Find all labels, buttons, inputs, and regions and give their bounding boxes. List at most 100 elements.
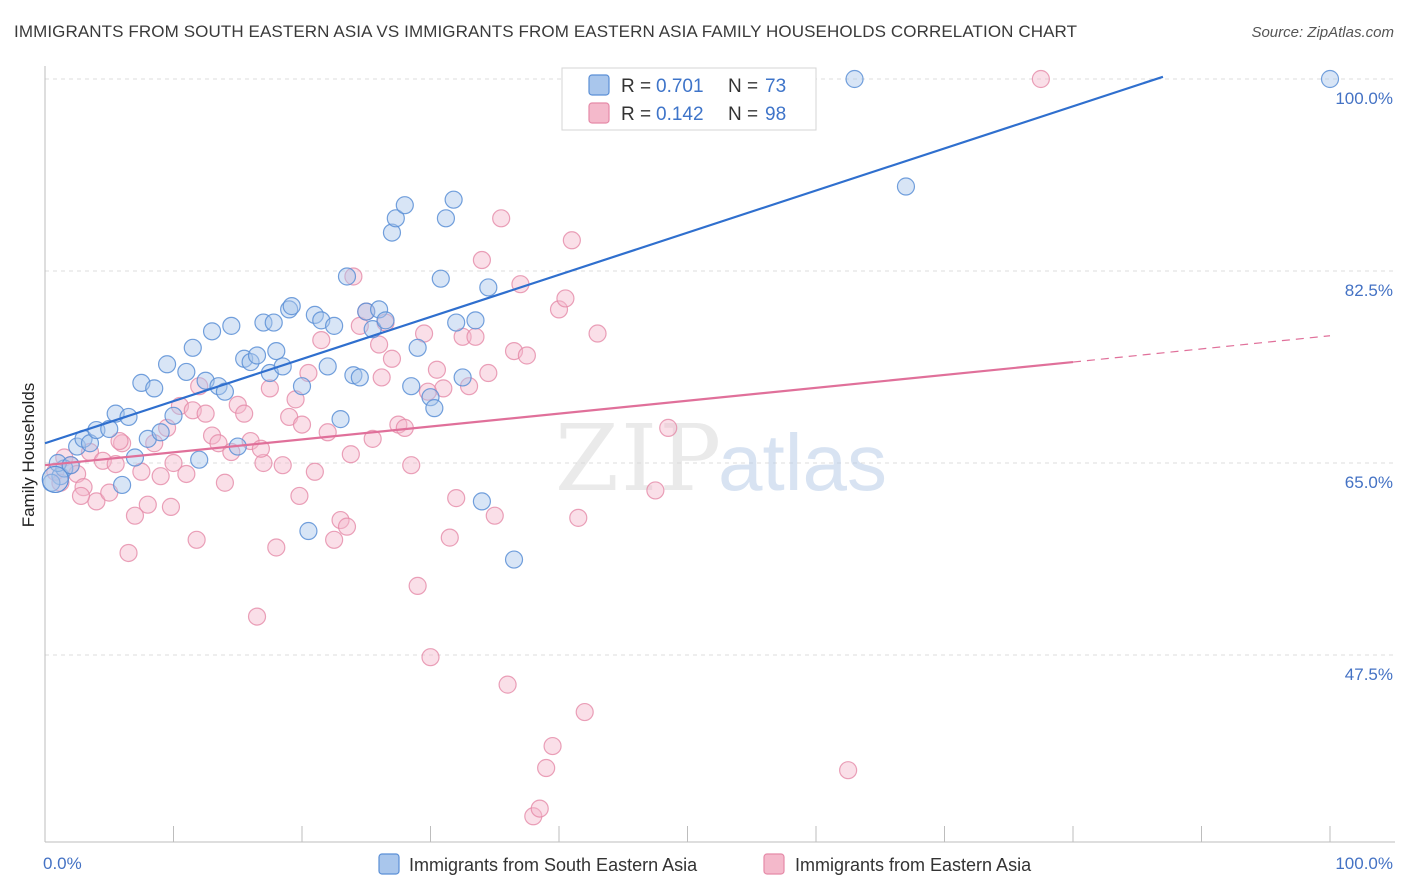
point-eastern-asia-39: [292, 415, 312, 434]
trend-lines: [44, 75, 1331, 467]
point-south-eastern-asia-19: [177, 362, 196, 382]
point-south-eastern-asia-57: [421, 388, 440, 407]
point-south-eastern-asia-52: [382, 223, 402, 242]
point-eastern-asia-13: [125, 506, 145, 525]
point-eastern-asia-67: [472, 250, 491, 270]
point-south-eastern-asia-15: [145, 379, 164, 398]
point-eastern-asia-90: [110, 431, 129, 451]
point-eastern-asia-94: [187, 530, 206, 549]
point-eastern-asia-10: [106, 454, 125, 474]
watermark: ZIP atlas: [555, 405, 887, 512]
point-eastern-asia-89: [71, 486, 91, 506]
point-eastern-asia-71: [498, 675, 517, 694]
y-tick-label-3: 100.0%: [1335, 89, 1393, 108]
point-south-eastern-asia-33: [264, 313, 283, 332]
y-axis-title: Family Households: [19, 383, 38, 528]
bottom-legend: Immigrants from South Eastern Asia Immig…: [378, 853, 1032, 875]
point-eastern-asia-12: [119, 543, 138, 563]
source-label: Source: ZipAtlas.com: [1251, 24, 1394, 41]
point-south-eastern-asia-63: [453, 368, 472, 387]
point-south-eastern-asia-cluster: [41, 465, 69, 494]
point-eastern-asia-50: [363, 429, 382, 448]
point-south-eastern-asia-65: [472, 492, 491, 511]
point-south-eastern-asia-23: [202, 322, 222, 341]
point-eastern-asia-47: [344, 267, 363, 286]
point-eastern-asia-42: [312, 331, 331, 350]
point-eastern-asia-61: [434, 379, 453, 398]
point-eastern-asia-60: [427, 360, 447, 379]
point-eastern-asia-81: [562, 231, 581, 250]
legend-r-value-1: 0.701: [656, 76, 704, 97]
point-eastern-asia-79: [549, 300, 569, 319]
point-eastern-asia-57: [408, 576, 427, 595]
legend-n-label-2: N =: [728, 104, 758, 125]
point-south-eastern-asia-38: [292, 377, 312, 396]
point-eastern-asia-96: [341, 445, 360, 464]
legend-r-label-1: R =: [621, 76, 651, 97]
legend-r-label-2: R =: [621, 104, 651, 125]
point-south-eastern-asia-54: [395, 196, 414, 215]
point-south-eastern-asia-20: [183, 338, 202, 357]
x-tick-label-0: 0.0%: [43, 854, 82, 873]
bottom-legend-swatch-blue: [378, 853, 400, 875]
point-eastern-asia-30: [235, 404, 254, 423]
point-south-eastern-asia-42: [318, 357, 337, 376]
axes: [44, 66, 1395, 843]
point-south-eastern-asia-29: [241, 352, 260, 372]
point-south-eastern-asia-69: [845, 69, 864, 89]
y-tick-label-2: 82.5%: [1345, 281, 1393, 300]
point-eastern-asia-70: [492, 209, 511, 228]
chart-title: IMMIGRANTS FROM SOUTH EASTERN ASIA VS IM…: [14, 22, 1078, 41]
point-south-eastern-asia-66: [479, 278, 498, 297]
point-eastern-asia-82: [569, 508, 588, 527]
point-eastern-asia-11: [112, 434, 132, 453]
point-eastern-asia-24: [196, 404, 215, 423]
point-eastern-asia-35: [267, 538, 286, 557]
point-eastern-asia-68: [479, 363, 498, 383]
point-south-eastern-asia-71: [1320, 69, 1340, 89]
point-south-eastern-asia-64: [466, 311, 485, 330]
point-south-eastern-asia-58: [425, 399, 444, 418]
point-south-eastern-asia-50: [370, 300, 389, 319]
point-eastern-asia-51: [370, 335, 389, 354]
point-south-eastern-asia-44: [331, 410, 350, 429]
point-eastern-asia-87: [839, 761, 858, 780]
watermark-atlas: atlas: [718, 418, 887, 507]
trendline-eastern-asia: [44, 360, 1074, 467]
point-eastern-asia-85: [646, 481, 665, 500]
point-south-eastern-asia-67: [504, 550, 524, 569]
point-south-eastern-asia-59: [431, 269, 450, 288]
point-south-eastern-asia-62: [447, 313, 466, 332]
point-eastern-asia-77: [537, 758, 556, 778]
point-eastern-asia-91: [161, 497, 181, 516]
legend-swatch-pink: [588, 102, 610, 124]
point-south-eastern-asia-17: [157, 355, 177, 374]
point-eastern-asia-15: [138, 495, 157, 514]
point-south-eastern-asia-61: [444, 190, 463, 209]
point-eastern-asia-80: [556, 289, 575, 308]
point-eastern-asia-76: [530, 799, 549, 818]
legend-n-label-1: N =: [728, 76, 758, 97]
point-south-eastern-asia-10: [112, 475, 132, 495]
point-eastern-asia-59: [421, 648, 440, 667]
point-eastern-asia-53: [382, 349, 402, 368]
top-legend: R = 0.701 N = 73 R = 0.142 N = 98: [561, 67, 817, 131]
point-eastern-asia-36: [273, 456, 292, 475]
point-eastern-asia-27: [215, 473, 234, 492]
point-eastern-asia-66: [466, 327, 485, 346]
point-south-eastern-asia-60: [436, 209, 456, 228]
bottom-legend-label-pink: Immigrants from Eastern Asia: [795, 855, 1032, 875]
x-tick-labels: 0.0% 100.0%: [43, 854, 1393, 873]
legend-n-value-1: 73: [765, 76, 786, 97]
point-eastern-asia-56: [402, 456, 421, 475]
trendline-south-eastern-asia: [44, 75, 1164, 445]
point-eastern-asia-69: [485, 506, 504, 525]
point-south-eastern-asia-43: [325, 316, 344, 335]
point-south-eastern-asia-55: [402, 377, 421, 396]
trendline-eastern-asia-extension: [1072, 335, 1331, 363]
point-eastern-asia-34: [260, 379, 279, 398]
bottom-legend-swatch-pink: [763, 853, 785, 875]
point-south-eastern-asia-45: [337, 267, 357, 286]
point-south-eastern-asia-56: [408, 338, 427, 357]
bottom-legend-label-blue: Immigrants from South Eastern Asia: [409, 855, 698, 875]
